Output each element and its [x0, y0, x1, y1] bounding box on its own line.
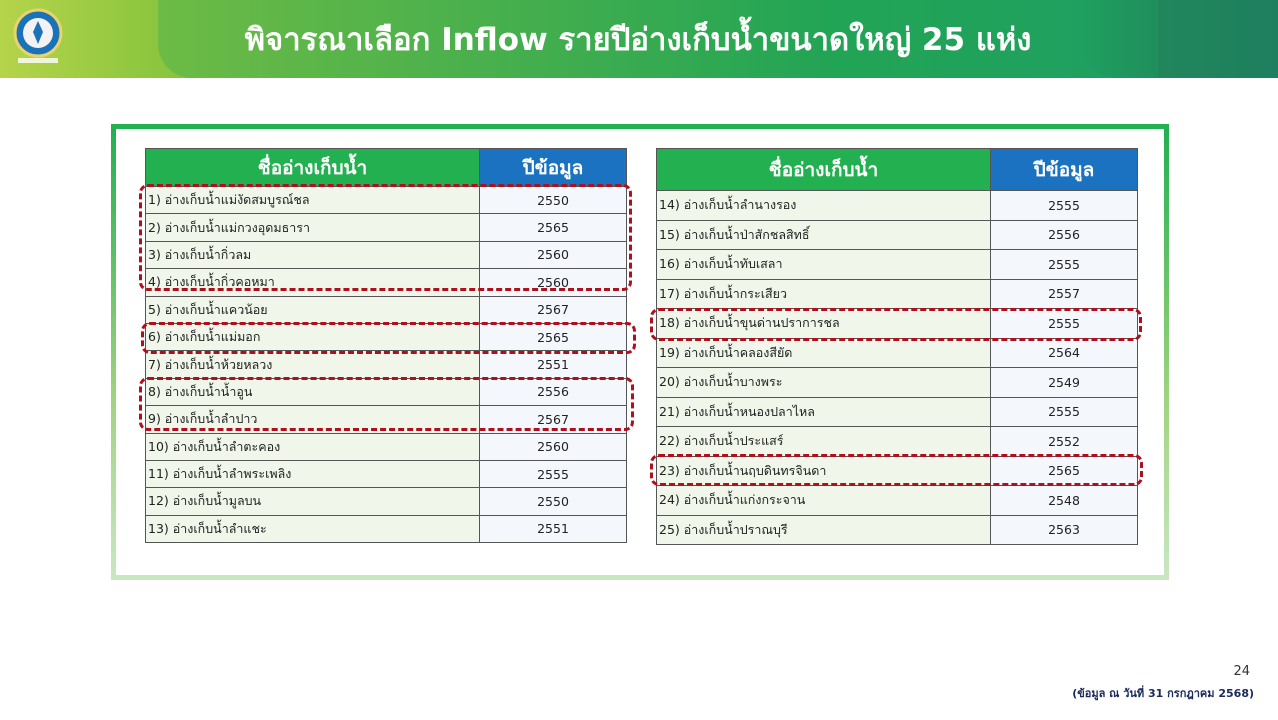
data-year: 2555 — [990, 308, 1138, 339]
reservoir-name: 25) อ่างเก็บน้ำปราณบุรี — [656, 514, 991, 545]
highlight-box — [141, 322, 636, 354]
data-year: 2560 — [479, 432, 627, 461]
table-row: 1) อ่างเก็บน้ำแม่งัดสมบูรณ์ชล 2550 — [145, 185, 627, 215]
table-row: 15) อ่างเก็บน้ำป่าสักชลสิทธิ์ 2556 — [656, 219, 1138, 250]
table-row: 24) อ่างเก็บน้ำแก่งกระจาน 2548 — [656, 485, 1138, 516]
table-row: 8) อ่างเก็บน้ำน้ำอูน 2556 — [145, 377, 627, 407]
page-number: 24 — [1233, 664, 1250, 679]
column-header-year: ปีข้อมูล — [990, 148, 1138, 191]
reservoir-name: 6) อ่างเก็บน้ำแม่มอก — [145, 322, 480, 352]
highlight-box — [139, 377, 634, 431]
reservoir-table-left: ชื่ออ่างเก็บน้ำ ปีข้อมูล 1) อ่างเก็บน้ำแ… — [145, 148, 627, 544]
reservoir-name: 24) อ่างเก็บน้ำแก่งกระจาน — [656, 485, 991, 516]
data-year: 2565 — [479, 213, 627, 242]
column-header-name: ชื่ออ่างเก็บน้ำ — [145, 148, 480, 187]
reservoir-name: 22) อ่างเก็บน้ำประแสร์ — [656, 426, 991, 457]
highlight-box — [139, 184, 632, 291]
reservoir-name: 20) อ่างเก็บน้ำบางพระ — [656, 367, 991, 398]
reservoir-name: 3) อ่างเก็บน้ำกิ่วลม — [145, 240, 480, 270]
department-logo — [13, 8, 63, 63]
highlight-box — [650, 454, 1143, 486]
table-row: 25) อ่างเก็บน้ำปราณบุรี 2563 — [656, 514, 1138, 545]
reservoir-name: 16) อ่างเก็บน้ำทับเสลา — [656, 249, 991, 280]
reservoir-name: 5) อ่างเก็บน้ำแควน้อย — [145, 295, 480, 324]
reservoir-name: 12) อ่างเก็บน้ำมูลบน — [145, 487, 480, 516]
reservoir-name: 19) อ่างเก็บน้ำคลองสียัด — [656, 337, 991, 368]
data-year: 2563 — [990, 514, 1138, 545]
table-row: 12) อ่างเก็บน้ำมูลบน 2550 — [145, 487, 627, 516]
reservoir-name: 7) อ่างเก็บน้ำห้วยหลวง — [145, 350, 480, 379]
table-row: 22) อ่างเก็บน้ำประแสร์ 2552 — [656, 426, 1138, 457]
reservoir-name: 1) อ่างเก็บน้ำแม่งัดสมบูรณ์ชล — [145, 185, 480, 215]
data-date-note: (ข้อมูล ณ วันที่ 31 กรกฎาคม 2568) — [1072, 687, 1254, 700]
reservoir-name: 10) อ่างเก็บน้ำลำตะคอง — [145, 432, 480, 461]
data-year: 2555 — [479, 459, 627, 489]
reservoir-name: 15) อ่างเก็บน้ำป่าสักชลสิทธิ์ — [656, 219, 991, 250]
data-year: 2555 — [990, 396, 1138, 427]
table-row: 14) อ่างเก็บน้ำลำนางรอง 2555 — [656, 190, 1138, 221]
table-row: 4) อ่างเก็บน้ำกิ่วคอหมา 2560 — [145, 268, 627, 297]
table-row: 11) อ่างเก็บน้ำลำพระเพลิง 2555 — [145, 459, 627, 489]
reservoir-name: 4) อ่างเก็บน้ำกิ่วคอหมา — [145, 268, 480, 297]
data-year: 2557 — [990, 278, 1138, 309]
reservoir-name: 2) อ่างเก็บน้ำแม่กวงอุดมธารา — [145, 213, 480, 242]
data-year: 2555 — [990, 249, 1138, 280]
header-bar: พิจารณาเลือก Inflow รายปีอ่างเก็บน้ำขนาด… — [0, 0, 1278, 78]
data-year: 2560 — [479, 240, 627, 270]
data-year: 2550 — [479, 185, 627, 215]
reservoir-name: 21) อ่างเก็บน้ำหนองปลาไหล — [656, 396, 991, 427]
table-row: 3) อ่างเก็บน้ำกิ่วลม 2560 — [145, 240, 627, 270]
reservoir-name: 8) อ่างเก็บน้ำน้ำอูน — [145, 377, 480, 407]
page-title: พิจารณาเลือก Inflow รายปีอ่างเก็บน้ำขนาด… — [244, 22, 1032, 58]
title-band: พิจารณาเลือก Inflow รายปีอ่างเก็บน้ำขนาด… — [158, 0, 1158, 78]
table-row: 17) อ่างเก็บน้ำกระเสียว 2557 — [656, 278, 1138, 309]
table-row: 16) อ่างเก็บน้ำทับเสลา 2555 — [656, 249, 1138, 280]
column-header-name: ชื่ออ่างเก็บน้ำ — [656, 148, 991, 191]
data-year: 2564 — [990, 337, 1138, 368]
table-row: 13) อ่างเก็บน้ำลำแชะ 2551 — [145, 514, 627, 544]
data-year: 2551 — [479, 350, 627, 379]
data-year: 2556 — [990, 219, 1138, 250]
table-row: 10) อ่างเก็บน้ำลำตะคอง 2560 — [145, 432, 627, 461]
table-row: 20) อ่างเก็บน้ำบางพระ 2549 — [656, 367, 1138, 398]
data-year: 2550 — [479, 487, 627, 516]
data-year: 2556 — [479, 377, 627, 407]
table-row: 2) อ่างเก็บน้ำแม่กวงอุดมธารา 2565 — [145, 213, 627, 242]
table-row: 6) อ่างเก็บน้ำแม่มอก 2565 — [145, 322, 627, 352]
table-row: 21) อ่างเก็บน้ำหนองปลาไหล 2555 — [656, 396, 1138, 427]
table-row: 19) อ่างเก็บน้ำคลองสียัด 2564 — [656, 337, 1138, 368]
data-year: 2549 — [990, 367, 1138, 398]
reservoir-name: 11) อ่างเก็บน้ำลำพระเพลิง — [145, 459, 480, 489]
reservoir-name: 13) อ่างเก็บน้ำลำแชะ — [145, 514, 480, 544]
highlight-box — [650, 308, 1142, 341]
data-year: 2552 — [990, 426, 1138, 457]
reservoir-name: 14) อ่างเก็บน้ำลำนางรอง — [656, 190, 991, 221]
column-header-year: ปีข้อมูล — [479, 148, 627, 187]
data-year: 2548 — [990, 485, 1138, 516]
data-year: 2567 — [479, 295, 627, 324]
data-year: 2551 — [479, 514, 627, 544]
data-year: 2560 — [479, 268, 627, 297]
data-year: 2555 — [990, 190, 1138, 221]
table-row: 7) อ่างเก็บน้ำห้วยหลวง 2551 — [145, 350, 627, 379]
reservoir-name: 17) อ่างเก็บน้ำกระเสียว — [656, 278, 991, 309]
table-row: 5) อ่างเก็บน้ำแควน้อย 2567 — [145, 295, 627, 324]
